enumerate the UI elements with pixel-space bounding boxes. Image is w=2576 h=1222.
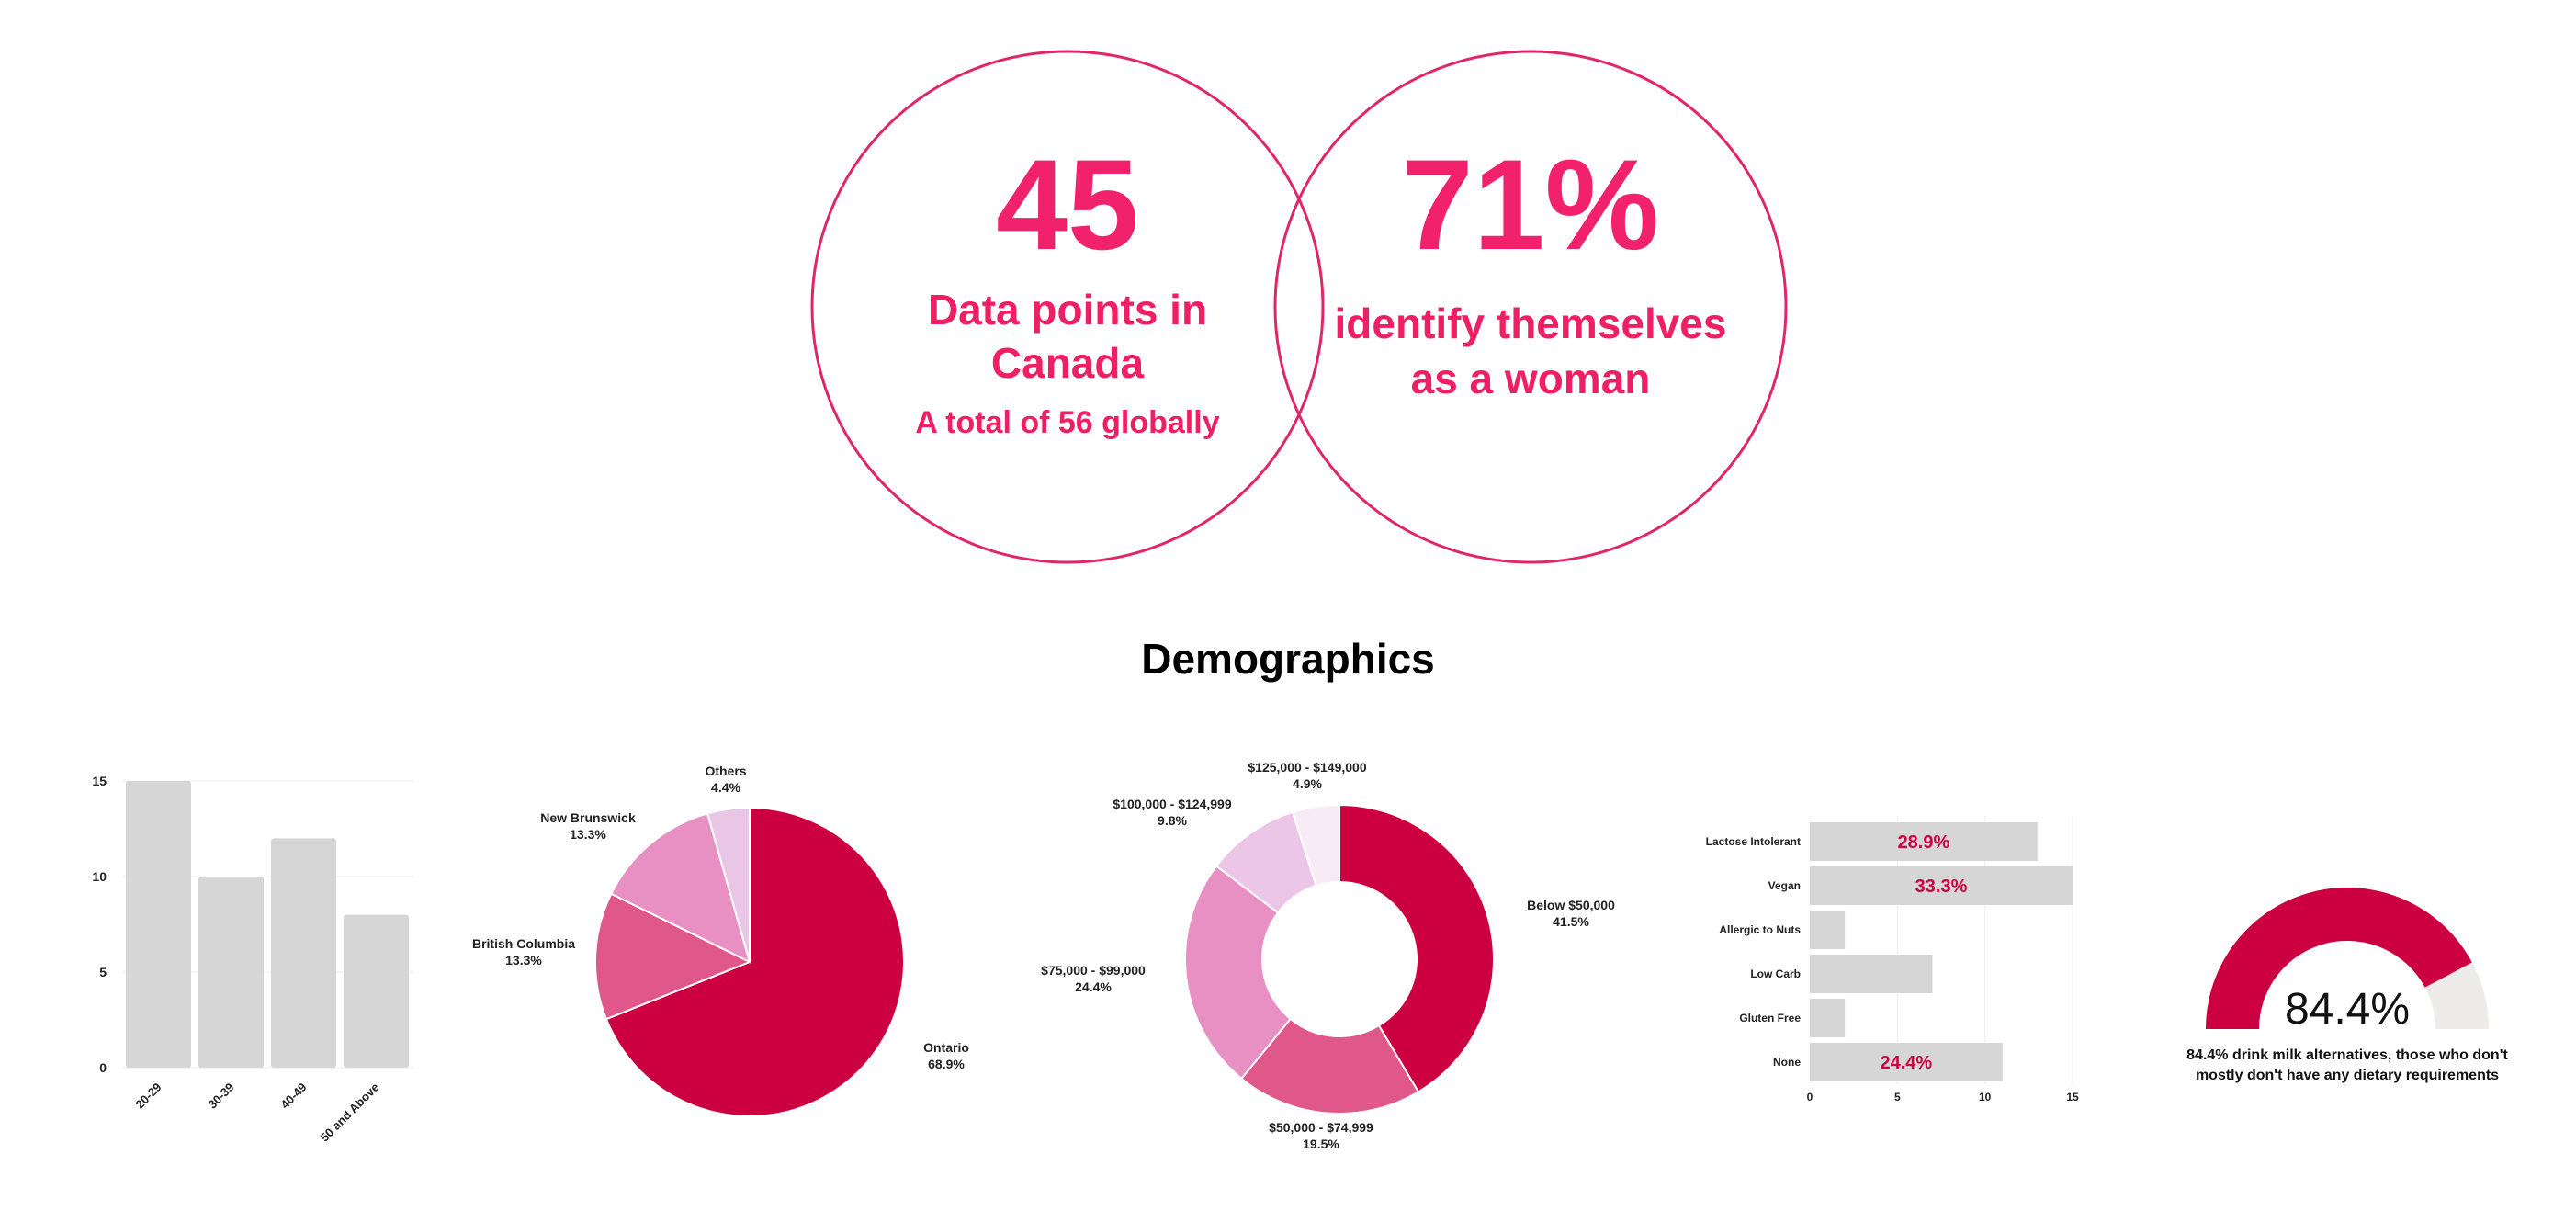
diet-bar-lactose-intolerant: [1810, 822, 2038, 861]
province-pct-others: 4.4%: [711, 780, 740, 795]
diet-category-none: None: [1773, 1056, 1801, 1069]
income-label-below-50-000: Below $50,000: [1527, 898, 1615, 912]
stat-data-points-global: A total of 56 globally: [915, 405, 1220, 440]
stat-data-points-line2: Canada: [990, 339, 1145, 387]
income-label-125-000-149-000: $125,000 - $149,000: [1248, 760, 1366, 775]
province-pct-new-brunswick: 13.3%: [570, 827, 606, 842]
income-pct-125-000-149-000: 4.9%: [1293, 776, 1322, 791]
province-slice-british-columbia: [594, 892, 752, 1021]
diet-bar-allergic-to-nuts: [1810, 911, 1846, 949]
province-label-british-columbia: British Columbia: [472, 936, 575, 951]
milk-alternatives-gauge: 84.4%: [2206, 887, 2489, 1034]
age-ytick-10: 10: [92, 869, 107, 884]
diet-category-gluten-free: Gluten Free: [1739, 1012, 1801, 1024]
diet-category-vegan: Vegan: [1768, 879, 1801, 892]
dietary-hbar-chart: 0 5 10 15 Lactose Intolerant 28.9% Vegan 33.3% A…: [1706, 816, 2079, 1103]
stat-woman-percent: 71%: [1401, 132, 1660, 277]
age-xtick-40-49: 40-49: [278, 1081, 310, 1112]
income-slice-125-000-149-000: [1291, 803, 1340, 888]
province-slice-ontario: [604, 806, 905, 1117]
age-ytick-15: 15: [92, 774, 107, 788]
gauge-caption-line1: 84.4% drink milk alternatives, those who…: [2186, 1047, 2508, 1063]
province-label-others: Others: [705, 764, 746, 778]
diet-value-vegan: 33.3%: [1915, 877, 1968, 897]
diet-xtick-0: 0: [1807, 1091, 1813, 1103]
province-label-ontario: Ontario: [923, 1040, 969, 1055]
diet-category-allergic-to-nuts: Allergic to Nuts: [1719, 923, 1801, 936]
stat-data-points-line1: Data points in: [927, 286, 1208, 334]
income-slice-50-000-74-999: [1240, 1017, 1420, 1115]
age-bar-50-and-above: [344, 914, 409, 1068]
province-pct-ontario: 68.9%: [928, 1057, 965, 1071]
diet-xtick-10: 10: [1979, 1091, 1992, 1103]
diet-xtick-15: 15: [2066, 1091, 2079, 1103]
income-pct-75-000-99-000: 24.4%: [1075, 979, 1112, 994]
gauge-remaining-arc: [2424, 962, 2489, 1029]
stat-woman-line1: identify themselves: [1334, 300, 1727, 347]
age-xtick-30-39: 30-39: [206, 1081, 237, 1112]
income-slice-below-50-000: [1339, 803, 1495, 1093]
age-xtick-20-29: 20-29: [133, 1081, 164, 1112]
diet-bar-vegan: [1810, 866, 2073, 905]
income-pct-100-000-124-999: 9.8%: [1158, 813, 1187, 828]
age-ytick-5: 5: [99, 965, 107, 979]
province-slice-new-brunswick: [609, 812, 751, 964]
age-bar-40-49: [271, 838, 336, 1068]
stat-data-points-number: 45: [996, 132, 1139, 277]
section-title-demographics: Demographics: [1141, 635, 1435, 683]
province-label-new-brunswick: New Brunswick: [540, 810, 636, 825]
income-label-75-000-99-000: $75,000 - $99,000: [1041, 963, 1146, 978]
age-xtick-50-and-above: 50 and Above: [318, 1081, 382, 1145]
venn-circle-left: [810, 50, 1325, 564]
age-bar-chart: 0 5 10 15 20-29 30-39 40-49 50 and Above: [92, 774, 413, 1145]
age-ytick-0: 0: [99, 1060, 107, 1075]
gauge-filled-arc: [2206, 887, 2472, 1029]
gauge-value-label: 84.4%: [2285, 985, 2410, 1034]
stat-woman-line2: as a woman: [1410, 355, 1651, 402]
diet-value-lactose-intolerant: 28.9%: [1898, 832, 1950, 853]
income-donut-chart: Below $50,000 41.5% $50,000 - $74,999 19.5%…: [1041, 760, 1615, 1151]
province-slice-others: [706, 806, 751, 963]
province-pie-chart: Ontario 68.9% British Columbia 13.3% New Bru…: [472, 764, 969, 1117]
venn-circle-right: [1273, 50, 1788, 564]
province-pct-british-columbia: 13.3%: [505, 953, 542, 967]
gauge-caption-line2: mostly don't have any dietary requiremen…: [2195, 1068, 2500, 1083]
diet-bar-low-carb: [1810, 955, 1933, 993]
income-label-100-000-124-999: $100,000 - $124,999: [1113, 797, 1231, 811]
diet-xtick-5: 5: [1894, 1091, 1901, 1103]
age-bar-20-29: [126, 781, 191, 1068]
income-slice-75-000-99-000: [1184, 865, 1293, 1081]
income-label-50-000-74-999: $50,000 - $74,999: [1269, 1120, 1373, 1135]
age-bar-30-39: [198, 877, 264, 1068]
diet-value-none: 24.4%: [1881, 1053, 1933, 1073]
diet-bar-none: [1810, 1043, 2003, 1081]
income-pct-50-000-74-999: 19.5%: [1303, 1137, 1339, 1151]
income-pct-below-50-000: 41.5%: [1553, 914, 1589, 929]
diet-category-lactose-intolerant: Lactose Intolerant: [1706, 835, 1801, 848]
venn-diagram: [810, 50, 1788, 564]
diet-bar-gluten-free: [1810, 999, 1846, 1037]
diet-category-low-carb: Low Carb: [1750, 967, 1801, 980]
gauge-caption: 84.4% drink milk alternatives, those who…: [2150, 1046, 2545, 1086]
